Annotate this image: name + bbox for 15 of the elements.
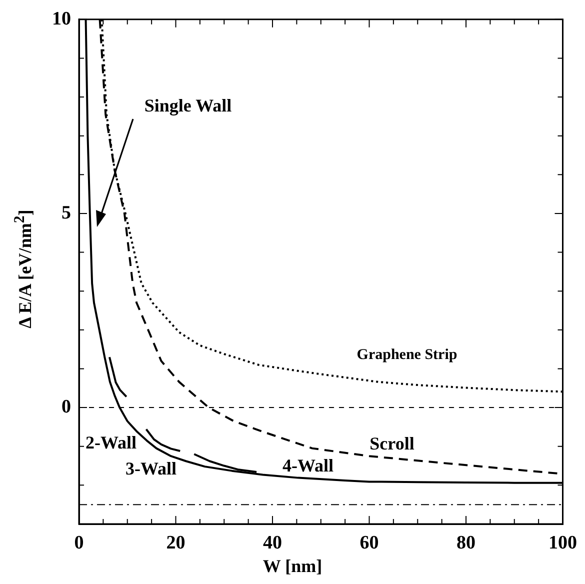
- annotation: 3-Wall: [125, 458, 177, 479]
- annotation: Scroll: [370, 434, 414, 454]
- x-tick-label: 80: [456, 532, 476, 554]
- x-tick-label: 40: [263, 532, 282, 554]
- y-tick-label: 0: [62, 396, 71, 418]
- annotation: Single Wall: [144, 96, 232, 116]
- annotation: Graphene Strip: [356, 346, 458, 363]
- x-axis-title: W [nm]: [262, 556, 324, 577]
- x-tick-label: 100: [548, 532, 577, 554]
- y-tick-label: 10: [52, 8, 71, 30]
- annotation: 4-Wall: [282, 456, 334, 476]
- y-tick-label: 5: [62, 202, 71, 224]
- x-tick-label: 20: [166, 532, 186, 554]
- annotation: 2-Wall: [85, 432, 137, 453]
- x-tick-label: 60: [360, 532, 379, 554]
